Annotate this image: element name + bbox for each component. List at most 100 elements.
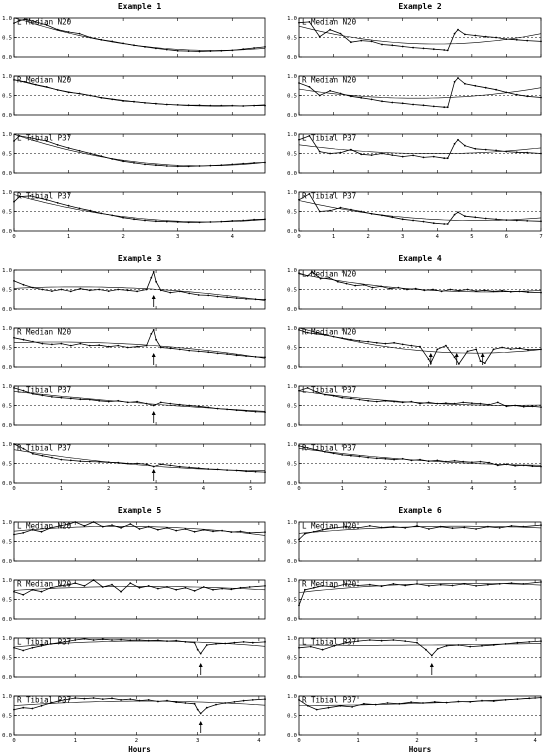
data-line [298, 524, 542, 540]
data-line [298, 193, 542, 225]
y-tick-label: 1.0 [2, 132, 12, 138]
data-point [92, 521, 95, 523]
data-point [304, 532, 306, 535]
data-point [333, 644, 336, 647]
data-point [231, 163, 234, 166]
data-point [216, 468, 219, 471]
data-point [166, 640, 168, 642]
data-point [78, 32, 81, 35]
data-point [484, 86, 487, 89]
data-point [351, 706, 353, 708]
data-point [188, 349, 191, 352]
data-point [505, 91, 508, 94]
data-point [233, 641, 236, 644]
y-tick-label: 1.0 [2, 16, 12, 22]
data-point [245, 355, 248, 357]
data-point [350, 148, 352, 151]
fit-curve [13, 286, 266, 301]
data-point [501, 346, 503, 349]
data-point [152, 404, 155, 407]
data-point [175, 639, 178, 642]
y-tick-label: 1.0 [287, 326, 297, 332]
data-point [56, 28, 59, 31]
data-point [32, 286, 34, 289]
data-point [68, 698, 70, 700]
data-line [13, 521, 266, 535]
data-point [474, 216, 477, 219]
data-point [212, 530, 214, 533]
data-point [176, 165, 179, 168]
data-point [445, 402, 447, 405]
data-point [31, 588, 34, 591]
data-point [410, 459, 413, 462]
data-point [354, 284, 357, 287]
y-tick-label: 0.0 [287, 55, 297, 61]
data-point [147, 699, 150, 701]
x-tick-label: 4 [470, 486, 474, 492]
data-line [13, 79, 265, 107]
data-line [13, 135, 266, 167]
y-tick-label: 0.5 [2, 288, 12, 294]
data-point [78, 207, 81, 210]
data-point [264, 698, 266, 700]
y-tick-label: 1.0 [287, 16, 297, 22]
x-axis-title: Hours [128, 745, 151, 754]
data-point [32, 392, 34, 395]
data-point [254, 470, 257, 473]
data-point [18, 19, 21, 22]
y-tick-label: 0.0 [287, 617, 297, 623]
data-point [505, 38, 508, 40]
data-point [463, 583, 466, 585]
x-tick-label: 1 [332, 234, 335, 240]
data-point [487, 583, 489, 586]
data-point [381, 214, 383, 217]
data-point [122, 216, 124, 219]
data-point [381, 152, 383, 155]
data-point [445, 644, 448, 647]
y-tick-label: 1.0 [287, 636, 297, 642]
data-point [492, 348, 495, 351]
data-point [230, 588, 233, 591]
data-point [475, 290, 478, 292]
data-point [120, 638, 122, 641]
data-point [101, 638, 104, 641]
data-point [360, 210, 363, 213]
data-point [462, 460, 465, 463]
data-point [350, 41, 352, 44]
fit-curve [298, 87, 542, 99]
data-point [264, 641, 266, 643]
data-point [427, 401, 430, 404]
panel-label: R Tibial P37 [17, 444, 71, 453]
data-point [59, 699, 61, 702]
data-point [298, 329, 300, 331]
data-point [100, 212, 103, 215]
data-point [451, 527, 454, 530]
data-point [368, 583, 371, 586]
y-tick-label: 0.5 [2, 94, 12, 100]
data-point [308, 21, 311, 23]
y-tick-label: 0.5 [287, 152, 297, 158]
data-point [498, 527, 501, 529]
data-point [155, 164, 157, 167]
data-point [178, 465, 181, 468]
x-tick-label: 2 [366, 234, 369, 240]
x-tick-label: 1 [67, 234, 70, 240]
data-point [318, 150, 321, 153]
data-point [298, 389, 300, 392]
data-point [419, 345, 421, 348]
data-point [184, 586, 187, 589]
data-point [22, 649, 25, 652]
data-point [540, 696, 542, 699]
data-point [88, 289, 91, 292]
data-point [462, 401, 465, 404]
data-point [89, 94, 92, 97]
data-point [488, 403, 490, 406]
data-point [67, 91, 70, 94]
data-point [391, 154, 394, 157]
y-tick-label: 0.5 [287, 598, 297, 604]
data-point [495, 88, 497, 91]
data-point [184, 641, 187, 643]
data-point [505, 463, 508, 466]
data-point [165, 165, 168, 167]
